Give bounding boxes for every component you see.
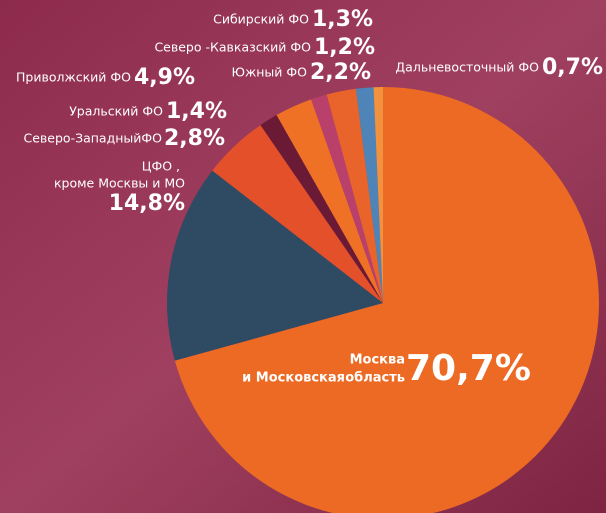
slice-value: 2,2%: [310, 60, 371, 85]
slice-name: Северо-ЗападныйФО: [24, 131, 163, 146]
slice-value: 2,8%: [164, 126, 225, 151]
slice-name: Дальневосточный ФО: [395, 60, 539, 75]
slice-name: Приволжский ФО: [16, 70, 131, 85]
slice-name: и Московская: [242, 371, 345, 386]
pie-slice: [355, 87, 383, 303]
slice-value: 70,7%: [406, 348, 531, 389]
slice-name: Уральский ФО: [69, 104, 163, 119]
slice-name: ЦФО ,: [142, 159, 180, 174]
slice-value: 1,2%: [314, 35, 375, 60]
slice-value: 14,8%: [109, 191, 185, 216]
slice-name: Южный ФО: [232, 65, 308, 80]
pie-slice: [326, 88, 383, 304]
slice-value: 1,4%: [166, 99, 227, 124]
slice-value: 1,3%: [312, 7, 373, 32]
labels: Москва и Московская область 70,7% ЦФО , кроме…: [16, 7, 603, 389]
slice-name: кроме Москвы и МО: [54, 176, 185, 191]
slice-name: Сибирский ФО: [213, 12, 309, 27]
slice-value: 0,7%: [542, 55, 603, 80]
pie-slice: [311, 94, 383, 303]
pie-slice: [166, 170, 383, 361]
pie-slice: [212, 125, 383, 303]
pie-slice: [174, 87, 599, 513]
slice-name: область: [345, 371, 405, 386]
pie-slice: [276, 99, 383, 303]
slice-name: Москва: [350, 353, 405, 368]
pie-slice: [260, 115, 383, 303]
slice-value: 4,9%: [134, 65, 195, 90]
pie-slice: [373, 87, 383, 303]
pie: [166, 87, 599, 513]
slice-name: Северо -Кавказский ФО: [154, 40, 311, 55]
